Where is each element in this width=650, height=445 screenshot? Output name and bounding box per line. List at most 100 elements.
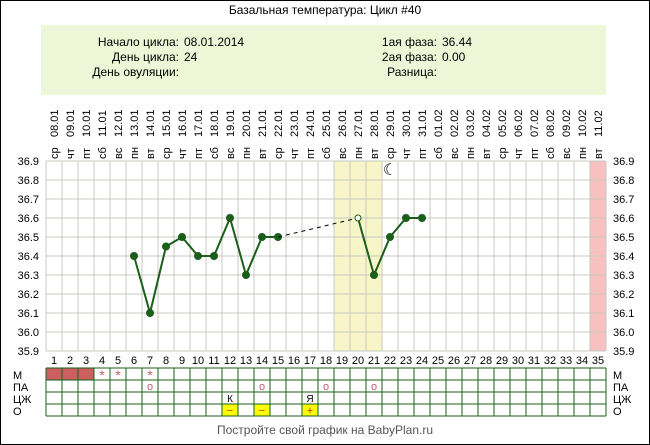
x-tick-label: 9 [179,355,185,367]
cycle-day-label: День цикла: [112,50,179,64]
phase2-label: 2ая фаза: [381,50,437,64]
data-point [418,214,426,222]
date-label: 29.01 [385,109,397,137]
weekday-label: сб [545,147,557,159]
data-point [242,271,250,279]
x-tick-label: 1 [51,355,57,367]
cervical-mucus-mark: К [227,394,233,405]
date-label: 24.01 [305,109,317,137]
cycle-summary: Начало цикла: 08.01.2014 День цикла: 24 … [41,25,606,95]
x-tick-label: 13 [240,355,252,367]
x-tick-label: 33 [560,355,572,367]
weekday-label: сб [433,147,445,159]
cycle-day-value: 24 [184,50,198,64]
x-tick-label: 19 [336,355,348,367]
y-tick-left: 36.3 [18,270,39,282]
ovulation-test-cell [302,404,318,416]
x-tick-label: 5 [115,355,121,367]
row-label-left: ПА [13,382,29,394]
data-point [146,309,154,317]
y-tick-right: 35.9 [613,346,634,358]
x-tick-label: 7 [147,355,153,367]
y-tick-left: 36.8 [18,175,39,187]
date-label: 09.02 [561,109,573,137]
ovulation-test-cell [222,404,238,416]
weekday-label: сб [321,147,333,159]
x-tick-label: 15 [272,355,284,367]
date-label: 09.01 [65,109,77,137]
x-tick-label: 20 [352,355,364,367]
row-label-right: М [613,370,622,382]
x-tick-label: 32 [544,355,556,367]
weekday-label: вс [337,147,349,159]
y-tick-left: 36.7 [18,194,39,206]
y-tick-left: 36.0 [18,327,39,339]
y-tick-right: 36.1 [613,308,634,320]
weekday-label: чт [289,148,301,159]
date-label: 04.02 [481,109,493,137]
weekday-label: чт [401,148,413,159]
x-tick-label: 34 [576,355,588,367]
x-tick-label: 31 [528,355,540,367]
pa-mark: o [371,381,377,393]
weekday-label: ср [49,147,61,159]
ovulation-test-cell [254,404,270,416]
x-tick-label: 23 [400,355,412,367]
y-tick-right: 36.6 [613,213,634,225]
date-label: 01.02 [433,109,445,137]
x-tick-label: 10 [192,355,204,367]
data-point [162,242,170,251]
x-tick-label: 14 [256,355,268,367]
weekday-label: вт [481,148,493,159]
y-tick-right: 36.5 [613,232,634,244]
weekday-label: ср [497,147,509,159]
y-tick-right: 36.0 [613,327,634,339]
series-line [277,217,359,238]
x-tick-label: 35 [592,355,604,367]
x-tick-label: 18 [320,355,332,367]
weekday-label: вс [561,147,573,159]
row-label-left: ЦЖ [13,394,31,406]
row-label-left: О [13,406,22,418]
weekday-label: чт [513,148,525,159]
row-label-left: М [13,370,22,382]
weekday-label: чт [177,148,189,159]
weekday-label: пт [417,148,429,159]
date-label: 07.02 [529,109,541,137]
data-point [354,214,362,222]
date-label: 28.01 [369,109,381,137]
x-tick-label: 22 [384,355,396,367]
date-label: 03.02 [465,109,477,137]
weekday-label: пт [81,148,93,159]
mens-cell [62,368,78,380]
x-tick-label: 28 [480,355,492,367]
cervical-mucus-mark: Я [306,394,313,405]
y-tick-left: 36.1 [18,308,39,320]
x-tick-label: 6 [131,355,137,367]
weekday-label: сб [209,147,221,159]
date-label: 16.01 [177,109,189,137]
y-tick-left: 36.5 [18,232,39,244]
date-label: 25.01 [321,109,333,137]
series-line [133,214,278,317]
date-label: 23.01 [289,109,301,137]
cycle-start-label: Начало цикла: [97,35,179,49]
date-label: 18.01 [209,109,221,137]
date-label: 10.01 [81,109,93,137]
weekday-label: ср [273,147,285,159]
data-point [226,214,234,222]
difference-label: Разница: [387,65,437,79]
weekday-label: пн [577,147,589,159]
ovulation-test-mark: − [227,405,233,417]
date-label: 20.01 [241,109,253,137]
date-label: 13.01 [129,109,141,137]
date-label: 08.02 [545,109,557,137]
data-point [386,233,394,241]
mens-star: * [147,367,153,383]
page-title: Базальная температура: Цикл #40 [228,3,422,17]
date-label: 11.02 [593,110,605,137]
ovulation-test-mark: + [307,405,313,417]
date-label: 15.01 [161,109,173,137]
pa-mark: o [147,381,153,393]
footer-link[interactable]: Постройте свой график на BabyPlan.ru [216,423,434,437]
